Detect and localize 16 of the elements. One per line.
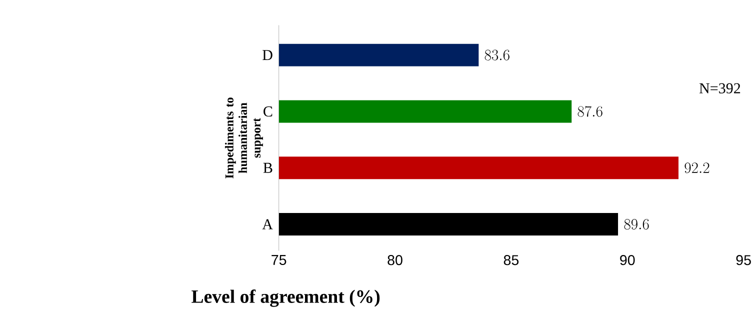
x-axis-title: Level of agreement (%) — [192, 289, 380, 307]
y-tick-label: A — [262, 219, 273, 230]
data-label: 89.6 — [624, 218, 649, 230]
data-label: 83.6 — [484, 50, 510, 60]
y-tick-label: D — [262, 50, 272, 60]
y-axis-title: Impediments to humanitarian support — [224, 97, 263, 178]
x-tick-label: 90 — [620, 254, 635, 265]
annotation: N=392 — [699, 83, 740, 94]
data-label: 92.2 — [684, 162, 710, 173]
data-label: 87.6 — [578, 106, 602, 117]
x-tick-label: 85 — [504, 254, 519, 265]
y-tick-label: C — [264, 106, 272, 116]
x-tick-label: 95 — [736, 254, 751, 265]
y-tick-label: B — [263, 162, 272, 173]
x-tick-label: 80 — [388, 254, 402, 265]
x-tick-label: 75 — [272, 254, 286, 265]
